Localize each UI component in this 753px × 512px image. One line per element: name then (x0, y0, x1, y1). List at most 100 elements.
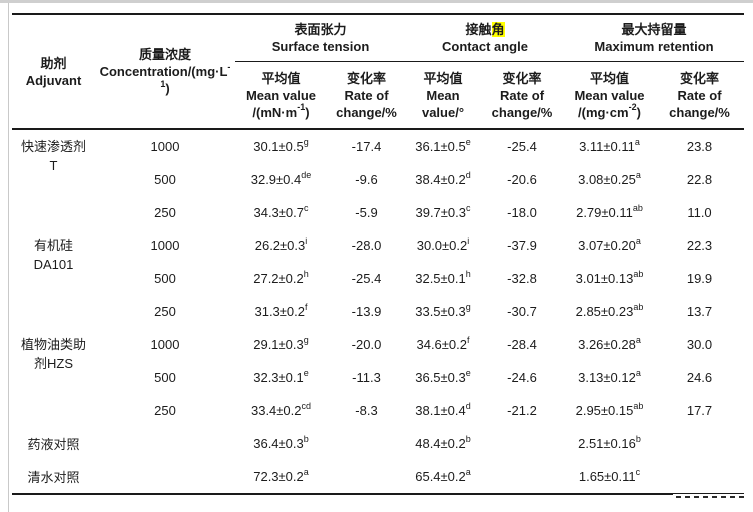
table-row: 250 31.3±0.2f -13.9 33.5±0.3g -30.7 2.85±0.23… (12, 295, 744, 328)
sub-header-ca-mean: 平均值 Mean value/° (406, 61, 480, 130)
adjuvant-cell: 药液对照 (27, 437, 80, 452)
sub-header-mr-mean-en: Mean value (574, 87, 645, 103)
col-header-adjuvant-en: Adjuvant (25, 72, 82, 88)
group-header-contact-angle: 接触角 Contact angle (406, 14, 564, 62)
contact-angle-mean-cell: 33.5±0.3g (415, 301, 471, 319)
concentration-cell: 250 (154, 403, 176, 418)
bottom-rule-dashes (676, 496, 748, 498)
sub-header-mr-mean: 平均值 Mean value /(mg·cm-2) (564, 61, 655, 130)
adjuvant-cell: 清水对照 (27, 470, 80, 485)
retention-mean-cell: 1.65±0.11c (578, 466, 641, 484)
retention-rate-cell: 22.3 (686, 238, 713, 253)
sub-header-mr-mean-zh: 平均值 (589, 70, 629, 86)
sub-header-ca-rate-unit: change/% (491, 104, 553, 120)
retention-rate-cell: 19.9 (686, 271, 713, 286)
sub-header-st-mean-en: Mean value (245, 87, 317, 103)
surface-tension-mean-cell: 34.3±0.7c (253, 202, 309, 220)
retention-mean-cell: 2.95±0.15ab (575, 400, 644, 418)
col-header-adjuvant-zh: 助剂 (40, 55, 67, 71)
table-row: 250 34.3±0.7c -5.9 39.7±0.3c -18.0 2.79±0.11a… (12, 196, 744, 229)
sub-header-ca-mean-zh: 平均值 (423, 70, 463, 86)
retention-mean-cell: 3.26±0.28a (578, 334, 641, 352)
sub-header-mr-rate: 变化率 Rate of change/% (655, 61, 744, 130)
retention-mean-cell: 3.13±0.12a (578, 367, 641, 385)
surface-tension-mean-cell: 29.1±0.3g (253, 334, 309, 352)
group-header-surface-tension: 表面张力 Surface tension (235, 14, 406, 62)
contact-angle-mean-cell: 30.0±0.2i (416, 235, 470, 253)
adjuvant-cell: 植物油类助 剂HZS (20, 337, 86, 371)
concentration-cell: 250 (154, 205, 176, 220)
concentration-cell: 250 (154, 304, 176, 319)
surface-tension-mean-cell: 72.3±0.2a (253, 466, 309, 484)
concentration-cell: 1000 (150, 238, 180, 253)
surface-tension-rate-cell: -5.9 (355, 205, 378, 220)
contact-angle-rate-cell: -18.0 (507, 205, 537, 220)
sub-header-mr-rate-unit: change/% (669, 104, 730, 120)
concentration-cell: 1000 (150, 139, 180, 154)
contact-angle-mean-cell: 38.4±0.2d (415, 169, 471, 187)
surface-tension-rate-cell: -17.4 (351, 139, 382, 154)
sub-header-ca-rate: 变化率 Rate of change/% (480, 61, 564, 130)
retention-rate-cell: 11.0 (687, 205, 712, 220)
surface-tension-rate-cell (327, 460, 406, 494)
retention-rate-cell: 23.8 (686, 139, 713, 154)
contact-angle-rate-cell: -21.2 (507, 403, 537, 418)
surface-tension-rate-cell (327, 427, 406, 460)
group-header-maximum-retention: 最大持留量 Maximum retention (564, 14, 744, 62)
col-header-adjuvant: 助剂 Adjuvant (12, 14, 95, 130)
adjuvant-properties-table: 助剂 Adjuvant 质量浓度 Concentration/(mg·L-1) … (12, 13, 744, 495)
sub-header-st-mean-unit: /(mN·m-1) (252, 102, 310, 120)
adjuvant-cell: 快速渗透剂 T (20, 139, 86, 173)
table-row: 500 32.3±0.1e -11.3 36.5±0.3e -24.6 3.13±0.12… (12, 361, 744, 394)
contact-angle-rate-cell: -28.4 (507, 337, 537, 352)
window-top-edge (0, 0, 753, 3)
retention-rate-cell: 17.7 (686, 403, 713, 418)
surface-tension-mean-cell: 31.3±0.2f (254, 301, 308, 319)
sub-header-st-rate-zh: 变化率 (346, 70, 386, 86)
col-header-concentration-en: Concentration/(mg·L-1) (99, 61, 231, 96)
contact-angle-rate-cell: -25.4 (507, 139, 537, 154)
sub-header-st-mean-zh: 平均值 (261, 70, 301, 86)
surface-tension-rate-cell: -25.4 (351, 271, 382, 286)
contact-angle-rate-cell (480, 427, 564, 460)
retention-mean-cell: 3.07±0.20a (578, 235, 641, 253)
retention-mean-cell: 3.11±0.11a (579, 136, 640, 154)
col-header-concentration: 质量浓度 Concentration/(mg·L-1) (95, 14, 235, 130)
table-row: 快速渗透剂 T 1000 30.1±0.5g -17.4 36.1±0.5e -25.4 3.… (12, 129, 744, 173)
contact-angle-mean-cell: 38.1±0.4d (415, 400, 471, 418)
sub-header-ca-rate-zh: 变化率 (502, 70, 542, 86)
sub-header-row: 平均值 Mean value /(mN·m-1) 变化率 Rate of cha… (12, 61, 744, 130)
group-header-surface-tension-en: Surface tension (271, 39, 370, 54)
retention-mean-cell: 2.51±0.16b (578, 433, 641, 451)
surface-tension-mean-cell: 26.2±0.3i (254, 235, 308, 253)
surface-tension-rate-cell: -20.0 (351, 337, 382, 352)
group-header-contact-angle-en: Contact angle (442, 39, 528, 54)
contact-angle-mean-cell: 48.4±0.2b (415, 433, 471, 451)
retention-mean-cell: 2.85±0.23ab (575, 301, 644, 319)
surface-tension-mean-cell: 36.4±0.3b (253, 433, 309, 451)
retention-rate-cell (655, 460, 744, 494)
contact-angle-mean-cell: 65.4±0.2a (415, 466, 471, 484)
col-header-concentration-zh: 质量浓度 (138, 47, 191, 62)
sub-header-ca-mean-unit: value/° (421, 104, 465, 120)
table-row: 有机硅 DA101 1000 26.2±0.3i -28.0 30.0±0.2i -37.9… (12, 229, 744, 272)
sub-header-ca-mean-en: Mean (426, 87, 460, 103)
retention-rate-cell: 13.7 (686, 304, 713, 319)
sub-header-st-rate: 变化率 Rate of change/% (327, 61, 406, 130)
retention-rate-cell: 22.8 (686, 172, 713, 187)
contact-angle-mean-cell: 36.1±0.5e (415, 136, 471, 154)
contact-angle-rate-cell: -20.6 (507, 172, 537, 187)
surface-tension-rate-cell: -8.3 (355, 403, 378, 418)
sub-header-mr-mean-unit: /(mg·cm-2) (578, 102, 641, 120)
group-header-surface-tension-zh: 表面张力 (294, 22, 347, 37)
concentration-cell (95, 460, 235, 494)
table-body: 快速渗透剂 T 1000 30.1±0.5g -17.4 36.1±0.5e -25.4 3.… (12, 129, 744, 494)
contact-angle-mean-cell: 36.5±0.3e (415, 367, 471, 385)
surface-tension-mean-cell: 33.4±0.2cd (250, 400, 312, 418)
table-row: 500 27.2±0.2h -25.4 32.5±0.1h -32.8 3.01±0.13… (12, 262, 744, 295)
surface-tension-mean-cell: 32.9±0.4de (250, 169, 312, 187)
surface-tension-rate-cell: -11.3 (352, 370, 381, 385)
contact-angle-rate-cell: -24.6 (507, 370, 537, 385)
group-header-contact-angle-zh: 接触角 (465, 22, 505, 37)
group-header-maximum-retention-zh: 最大持留量 (621, 22, 687, 37)
